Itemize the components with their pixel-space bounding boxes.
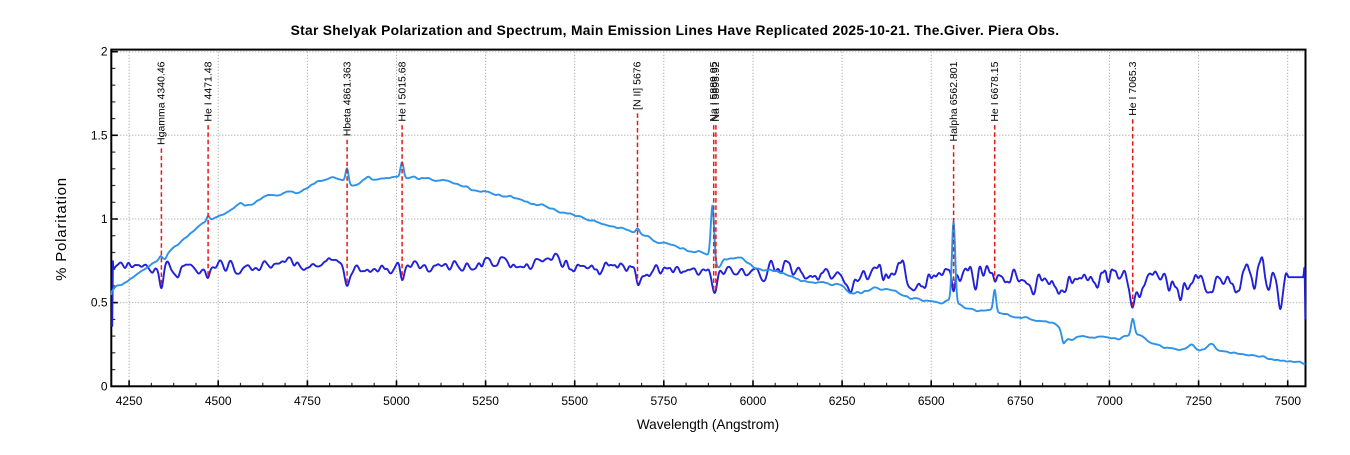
svg-text:7000: 7000 <box>1096 394 1123 408</box>
svg-text:Star Shelyak Polarization and: Star Shelyak Polarization and Spectrum, … <box>291 23 1060 38</box>
svg-text:1.5: 1.5 <box>91 128 108 142</box>
svg-text:% Polaritation: % Polaritation <box>53 177 70 281</box>
svg-text:7250: 7250 <box>1185 394 1212 408</box>
svg-text:Hbeta 4861.363: Hbeta 4861.363 <box>341 61 353 136</box>
svg-text:6000: 6000 <box>740 394 767 408</box>
svg-text:5750: 5750 <box>650 394 677 408</box>
svg-text:1: 1 <box>101 212 108 226</box>
svg-text:Wavelength (Angstrom): Wavelength (Angstrom) <box>637 417 779 432</box>
svg-text:6500: 6500 <box>918 394 945 408</box>
svg-text:Halpha 6562.801: Halpha 6562.801 <box>948 61 960 141</box>
svg-text:0.5: 0.5 <box>91 296 108 310</box>
svg-text:6250: 6250 <box>829 394 856 408</box>
svg-text:4500: 4500 <box>205 394 232 408</box>
svg-text:[N II] 5676: [N II] 5676 <box>632 61 644 110</box>
svg-text:He I 6678.15: He I 6678.15 <box>989 61 1001 121</box>
svg-text:2: 2 <box>101 45 108 59</box>
svg-text:5250: 5250 <box>472 394 499 408</box>
svg-text:0: 0 <box>101 379 108 393</box>
svg-text:7500: 7500 <box>1274 394 1301 408</box>
svg-text:Hgamma 4340.46: Hgamma 4340.46 <box>156 61 168 145</box>
svg-text:Na I 5889.95: Na I 5889.95 <box>708 61 720 121</box>
svg-text:6750: 6750 <box>1007 394 1034 408</box>
svg-text:He I 5015.68: He I 5015.68 <box>396 61 408 121</box>
svg-text:He I 4471.48: He I 4471.48 <box>202 61 214 121</box>
svg-text:4750: 4750 <box>294 394 321 408</box>
svg-text:5500: 5500 <box>561 394 588 408</box>
svg-text:He I 7065.3: He I 7065.3 <box>1127 61 1139 115</box>
svg-text:Na I 5895.92: Na I 5895.92 <box>710 61 722 121</box>
svg-text:4250: 4250 <box>116 394 143 408</box>
svg-text:5000: 5000 <box>383 394 410 408</box>
